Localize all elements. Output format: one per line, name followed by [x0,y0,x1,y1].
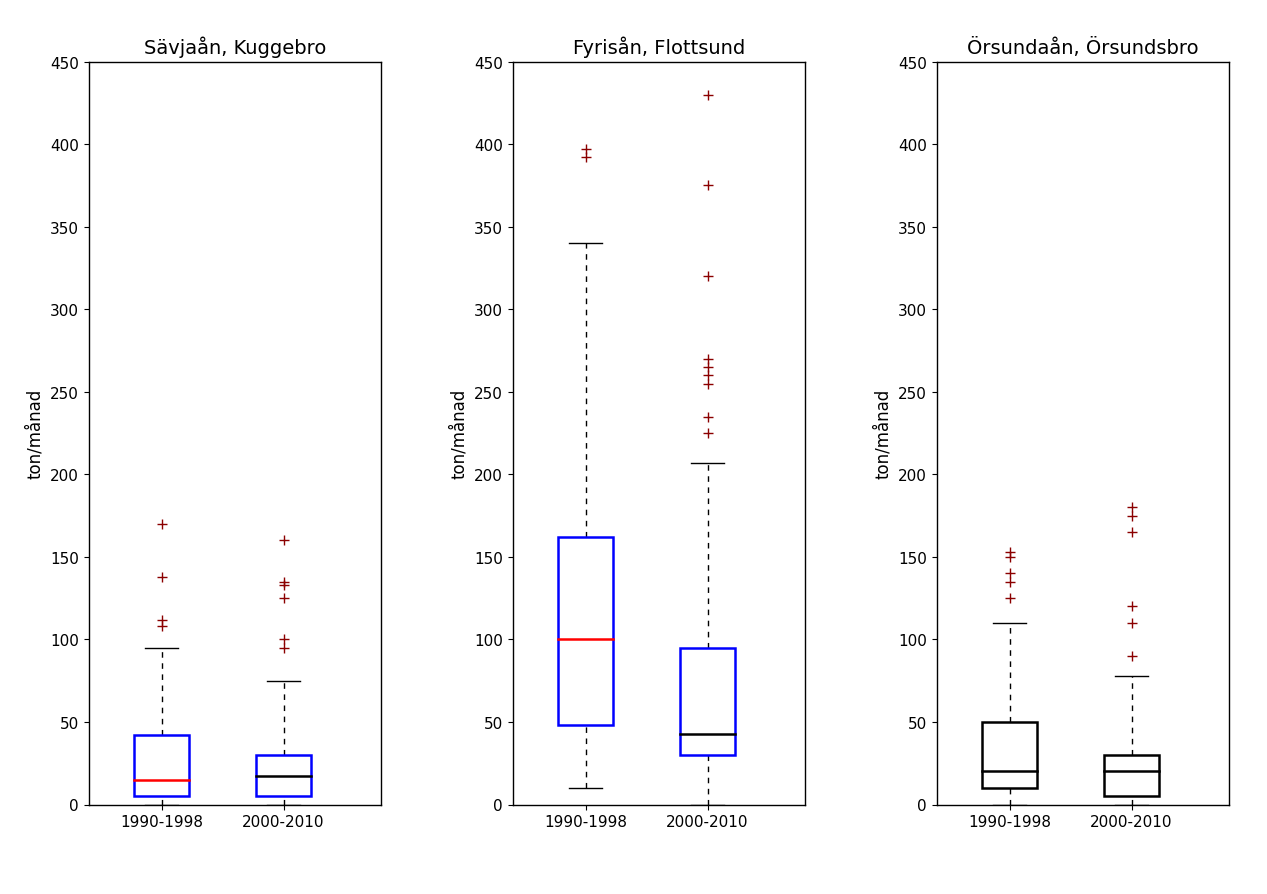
Y-axis label: ton/månad: ton/månad [27,389,44,478]
Bar [559,537,613,725]
Bar [982,722,1038,789]
Title: Sävjaån, Kuggebro: Sävjaån, Kuggebro [143,37,326,58]
Y-axis label: ton/månad: ton/månad [450,389,469,478]
Title: Örsundaån, Örsundsbro: Örsundaån, Örsundsbro [967,38,1199,58]
Bar [1104,755,1159,797]
Title: Fyrisån, Flottsund: Fyrisån, Flottsund [573,37,745,58]
Y-axis label: ton/månad: ton/månad [874,389,892,478]
Bar [256,755,310,797]
Bar [134,736,189,797]
Bar [680,648,735,755]
